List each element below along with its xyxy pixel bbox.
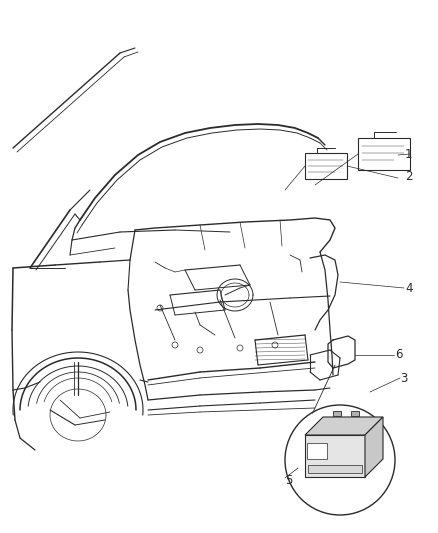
Polygon shape bbox=[365, 417, 383, 477]
Bar bbox=[351, 411, 359, 416]
Bar bbox=[308, 465, 362, 473]
Bar bbox=[305, 435, 365, 477]
Text: 5: 5 bbox=[285, 473, 293, 487]
Text: 6: 6 bbox=[395, 349, 403, 361]
Bar bbox=[307, 443, 327, 459]
Text: 2: 2 bbox=[405, 171, 413, 183]
Text: 3: 3 bbox=[400, 372, 407, 384]
Bar bbox=[333, 411, 341, 416]
Bar bbox=[358, 138, 410, 170]
Polygon shape bbox=[305, 417, 383, 435]
Text: 4: 4 bbox=[405, 281, 413, 295]
Bar bbox=[305, 153, 347, 179]
Text: 1: 1 bbox=[405, 148, 413, 160]
